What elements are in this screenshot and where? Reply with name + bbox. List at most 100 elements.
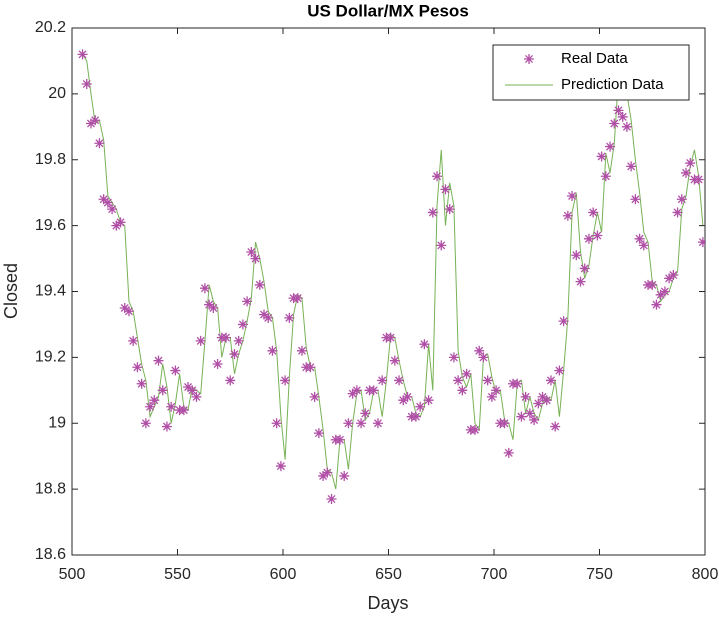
data-point xyxy=(183,382,194,393)
data-point xyxy=(195,335,206,346)
data-point xyxy=(609,118,620,129)
data-point xyxy=(212,358,223,369)
data-point xyxy=(571,250,582,261)
data-point xyxy=(191,391,202,402)
data-point xyxy=(334,434,345,445)
data-point xyxy=(242,296,253,307)
data-point xyxy=(681,167,692,178)
y-tick-label: 19 xyxy=(48,414,66,431)
data-point xyxy=(153,355,164,366)
data-point xyxy=(111,220,122,231)
data-point xyxy=(567,190,578,201)
y-axis-label: Closed xyxy=(1,263,21,319)
data-point xyxy=(541,395,552,406)
data-point xyxy=(685,158,696,169)
data-point xyxy=(499,418,510,429)
data-point xyxy=(432,171,443,182)
data-point xyxy=(592,230,603,241)
data-point xyxy=(292,293,303,304)
data-point xyxy=(415,401,426,412)
data-point xyxy=(377,375,388,386)
data-point xyxy=(617,111,628,122)
data-point xyxy=(647,279,658,290)
data-point xyxy=(199,283,210,294)
data-point xyxy=(626,161,637,172)
data-point xyxy=(478,352,489,363)
plot-area xyxy=(71,27,706,556)
data-point xyxy=(583,233,594,244)
data-point xyxy=(672,207,683,218)
data-point xyxy=(394,375,405,386)
data-point xyxy=(149,395,160,406)
data-point xyxy=(225,375,236,386)
data-point xyxy=(360,408,371,419)
plot-marks xyxy=(77,49,705,505)
data-point xyxy=(309,391,320,402)
x-tick-label: 550 xyxy=(164,566,191,583)
data-point xyxy=(634,233,645,244)
data-point xyxy=(107,204,118,215)
data-point xyxy=(98,194,109,205)
data-point xyxy=(90,115,101,126)
data-point xyxy=(516,411,527,422)
data-point xyxy=(140,418,151,429)
data-point xyxy=(596,151,607,162)
data-point xyxy=(102,197,113,208)
data-point xyxy=(474,345,485,356)
data-point xyxy=(204,299,215,310)
x-tick-label: 600 xyxy=(270,566,297,583)
data-point xyxy=(579,263,590,274)
data-point xyxy=(457,385,468,396)
legend: Real Data Prediction Data xyxy=(492,44,690,101)
data-point xyxy=(284,312,295,323)
data-point xyxy=(529,414,540,425)
x-tick-label: 700 xyxy=(481,566,508,583)
data-point xyxy=(115,217,126,228)
y-tick-label: 19.8 xyxy=(35,151,66,168)
x-tick-label: 800 xyxy=(692,566,719,583)
data-point xyxy=(339,470,350,481)
data-point xyxy=(77,49,88,60)
y-tick-label: 18.8 xyxy=(35,480,66,497)
data-point xyxy=(512,378,523,389)
data-point xyxy=(486,391,497,402)
data-point xyxy=(545,375,556,386)
data-point xyxy=(651,299,662,310)
data-point xyxy=(482,375,493,386)
data-point xyxy=(313,428,324,439)
data-point xyxy=(575,276,586,287)
data-point xyxy=(356,418,367,429)
legend-swatch xyxy=(524,54,534,64)
y-tick-label: 20.2 xyxy=(35,19,66,36)
data-point xyxy=(254,279,265,290)
data-point xyxy=(119,302,130,313)
data-point xyxy=(448,352,459,363)
data-point xyxy=(600,171,611,182)
data-point xyxy=(461,368,472,379)
y-tick-label: 18.6 xyxy=(35,546,66,563)
data-point xyxy=(275,461,286,472)
data-point xyxy=(453,375,464,386)
data-point xyxy=(668,270,679,281)
y-tick-label: 19.4 xyxy=(35,283,66,300)
data-point xyxy=(229,349,240,360)
data-point xyxy=(132,362,143,373)
data-point xyxy=(630,194,641,205)
data-point xyxy=(638,240,649,251)
data-point xyxy=(166,401,177,412)
data-point xyxy=(588,207,599,218)
data-point xyxy=(389,355,400,366)
chart-title: US Dollar/MX Pesos xyxy=(307,1,469,20)
data-point xyxy=(170,365,181,376)
data-point xyxy=(558,316,569,327)
legend-label: Prediction Data xyxy=(561,76,664,93)
data-point xyxy=(436,240,447,251)
legend-label: Real Data xyxy=(561,50,628,67)
data-point xyxy=(520,391,531,402)
data-point xyxy=(693,174,704,185)
data-point xyxy=(503,447,514,458)
data-point xyxy=(368,385,379,396)
x-axis-label: Days xyxy=(367,593,408,613)
data-point xyxy=(187,385,198,396)
data-point xyxy=(246,246,257,257)
